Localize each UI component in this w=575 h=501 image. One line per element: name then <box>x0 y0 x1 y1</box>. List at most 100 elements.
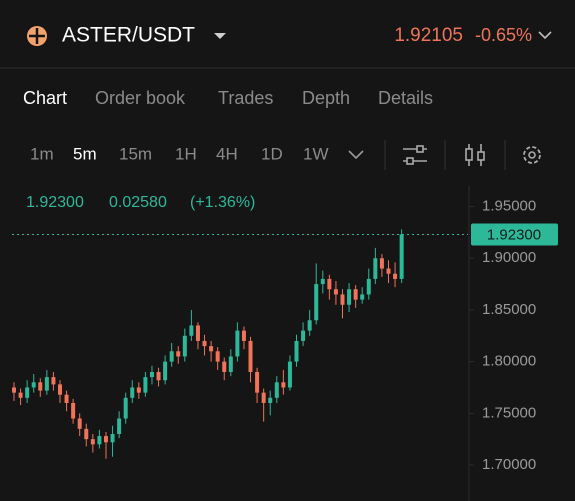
candle-body <box>156 371 161 381</box>
candle-body <box>281 382 286 388</box>
candle-body <box>373 258 378 279</box>
indicator-icon[interactable] <box>403 145 427 165</box>
candle-body <box>307 320 312 331</box>
candle-body <box>393 273 398 279</box>
candle-body <box>103 436 108 443</box>
candle-body <box>202 340 207 347</box>
pair-name: ASTER/USDT <box>62 24 195 47</box>
tab[interactable]: Trades <box>218 88 273 108</box>
interval[interactable]: 5m <box>73 144 97 163</box>
y-tick-label: 1.90000 <box>482 249 536 266</box>
candle-body <box>274 382 279 398</box>
candle-body <box>117 418 122 434</box>
interval[interactable]: 1m <box>30 144 54 163</box>
gear <box>523 146 541 164</box>
candle-body <box>130 387 135 398</box>
candle-body <box>163 361 168 381</box>
candle-body <box>57 384 62 395</box>
candle-body <box>333 289 338 295</box>
interval[interactable]: 4H <box>216 144 238 163</box>
candle-style-icon[interactable] <box>465 144 485 166</box>
candle-body <box>399 234 404 279</box>
candle-body <box>209 346 214 352</box>
candle-body <box>12 387 16 393</box>
info-price: 1.92300 <box>26 194 84 211</box>
candle-body <box>110 434 115 443</box>
candle-body <box>71 402 76 419</box>
candle-body <box>235 330 240 357</box>
candle-body <box>169 351 174 362</box>
candle-body <box>228 356 233 372</box>
price-change[interactable]: 1.92105 -0.65% <box>394 25 552 46</box>
interval[interactable]: 1H <box>175 144 197 163</box>
candle-body <box>143 377 148 393</box>
candle-body <box>51 377 56 385</box>
candle-body <box>386 268 391 274</box>
candle-body <box>353 289 358 300</box>
tab[interactable]: Chart <box>23 88 67 108</box>
info-change-percent: (+1.36%) <box>190 194 255 211</box>
y-tick-label: 1.75000 <box>482 404 536 421</box>
last-price: 1.92105 <box>394 25 463 46</box>
candle-body <box>366 278 371 295</box>
candle-body <box>136 387 141 393</box>
change-percent: -0.65% <box>475 25 532 45</box>
tab[interactable]: Order book <box>95 88 186 108</box>
candle-body <box>97 436 102 445</box>
tab[interactable]: Details <box>378 88 433 108</box>
candle-body <box>287 361 292 388</box>
candle-body <box>90 439 95 445</box>
candle-body <box>189 325 194 336</box>
candle-body <box>38 382 43 391</box>
token-icon-mark <box>29 28 45 44</box>
candle-body <box>25 387 30 398</box>
y-tick-label: 1.80000 <box>482 353 536 370</box>
interval[interactable]: 15m <box>119 144 152 163</box>
candle-body <box>314 284 319 321</box>
settings-icon[interactable] <box>523 146 541 164</box>
pair-selector[interactable]: ASTER/USDT <box>27 24 226 47</box>
candle-body <box>64 394 69 403</box>
current-price-label: 1.92300 <box>487 226 541 243</box>
candle-body <box>268 397 273 403</box>
candle-body <box>44 377 49 391</box>
candle-body <box>77 418 82 429</box>
more-intervals[interactable] <box>348 150 364 160</box>
candle-body <box>215 351 220 362</box>
candle-body <box>255 371 260 393</box>
y-tick-label: 1.85000 <box>482 301 536 318</box>
interval[interactable]: 1W <box>303 144 329 163</box>
gear-center <box>528 151 536 159</box>
candle-body <box>379 258 384 269</box>
candle-body <box>360 294 365 300</box>
y-tick-label: 1.70000 <box>482 456 536 473</box>
candle-body <box>31 382 36 388</box>
candle-body <box>149 371 154 378</box>
candle-body <box>340 294 345 305</box>
caret <box>214 33 226 39</box>
candle-body <box>182 335 187 357</box>
candle-body <box>347 289 352 305</box>
tab[interactable]: Depth <box>302 88 350 108</box>
candle-body <box>195 325 200 341</box>
candle-body <box>176 351 181 357</box>
info-change: 0.02580 <box>109 194 167 211</box>
interval[interactable]: 1D <box>261 144 283 163</box>
candle-body <box>248 340 253 372</box>
candle-body <box>84 428 89 440</box>
candle-body <box>301 330 306 341</box>
y-tick-label: 1.95000 <box>482 198 536 215</box>
chevron <box>538 31 552 40</box>
candle-body <box>222 361 227 372</box>
candle-body <box>123 397 128 419</box>
candle-body <box>261 392 266 403</box>
plot: 1.95000 1.90000 1.85000 1.80000 1.75000 1.700… <box>12 198 558 473</box>
candle-body <box>294 340 299 362</box>
candle-body <box>241 330 246 341</box>
current-price-tag <box>471 223 558 246</box>
candle-body <box>327 278 332 290</box>
candle-body <box>320 278 325 285</box>
candle-body <box>18 392 23 398</box>
